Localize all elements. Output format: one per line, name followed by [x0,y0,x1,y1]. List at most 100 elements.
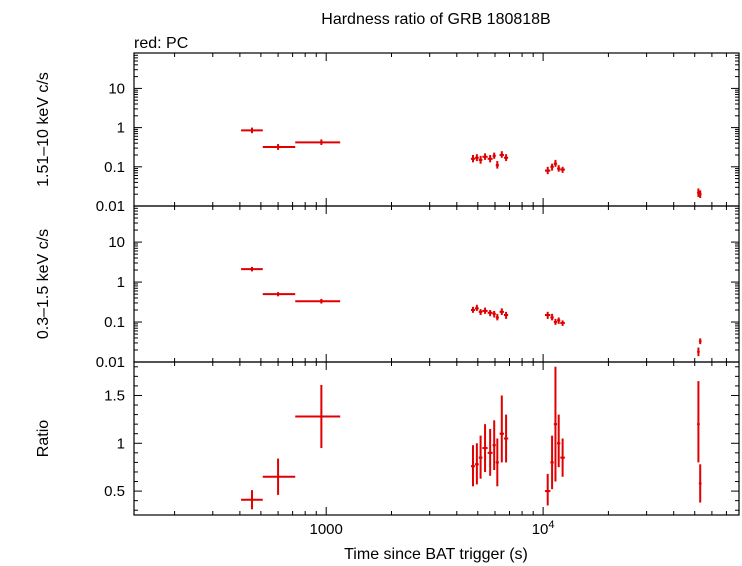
data-marker [492,312,496,316]
data-point [487,428,493,476]
data-point [470,445,475,487]
data-point [550,435,554,490]
chart-title: Hardness ratio of GRB 180818B [321,11,550,28]
data-point [697,188,700,197]
data-point [544,473,551,506]
data-marker [471,157,475,161]
data-marker [276,145,280,149]
data-marker [488,451,492,455]
x-tick-label: 104 [532,519,555,538]
data-point [262,144,296,150]
y-tick-label: 0.01 [96,354,125,371]
data-marker [483,155,487,159]
data-point [544,311,551,319]
y-tick-label: 1 [117,435,125,452]
data-marker [697,191,700,194]
data-marker [557,441,561,445]
data-point [495,313,499,321]
data-marker [276,292,280,296]
data-marker [492,443,496,447]
data-point [487,310,493,317]
data-marker [504,156,508,160]
data-point [553,318,558,325]
data-marker [471,308,475,312]
data-point [295,139,341,145]
data-marker [697,350,700,354]
data-marker [546,489,550,493]
data-point [697,347,700,357]
data-point [470,155,475,163]
data-point [492,152,496,159]
data-marker [276,475,280,479]
data-point [499,395,504,463]
data-marker [250,498,254,502]
data-marker [550,165,554,169]
data-marker [554,422,557,426]
data-marker [479,310,482,314]
data-marker [698,482,702,485]
data-point [495,438,499,487]
data-marker [319,299,323,303]
data-marker [483,446,487,450]
data-point [499,151,504,158]
data-marker [471,464,475,468]
data-marker [495,163,499,167]
y-tick-label: 1 [117,120,125,137]
data-marker [488,157,492,161]
y-axis-label: 0.3–1.5 keV c/s [35,229,52,339]
x-axis-label: Time since BAT trigger (s) [344,546,528,563]
data-marker [550,461,554,464]
data-point [262,458,296,495]
data-point [495,161,499,169]
data-marker [500,432,504,436]
data-point [503,154,509,162]
data-marker [504,437,508,440]
y-tick-label: 1.5 [104,387,125,404]
chart-subtitle: red: PC [134,35,188,52]
y-axis-label: Ratio [35,420,52,457]
data-marker [475,156,479,160]
data-point [487,155,493,163]
data-marker [475,306,479,310]
data-point [698,338,702,345]
data-point [698,464,702,503]
y-tick-label: 1 [117,274,125,291]
data-marker [698,339,702,343]
data-marker [250,128,254,132]
data-point [241,490,263,510]
data-point [241,127,263,134]
data-marker [483,309,487,313]
panel-frame [133,52,740,207]
data-point [557,414,561,468]
data-marker [561,168,565,171]
data-marker [550,316,554,319]
data-point [482,424,488,472]
plot-panels: 0.01 0.1 1 10 1.51–10 keV c/s 0.01 0.1 1 10 0.3–1… [35,52,740,538]
data-marker [557,167,561,170]
y-tick-label: 0.1 [104,314,125,331]
data-marker [479,158,482,162]
data-point [560,438,565,477]
data-point [698,190,702,198]
data-point [482,307,488,314]
data-marker [561,321,565,325]
data-marker [495,461,499,464]
data-marker [697,422,700,426]
panel-frame [133,205,740,363]
y-tick-label: 10 [108,80,125,97]
data-point [492,420,496,471]
y-tick-label: 0.01 [96,198,125,215]
data-point [295,298,341,304]
data-marker [557,318,561,322]
data-marker [500,310,504,314]
data-marker [319,140,323,144]
data-point [474,304,479,311]
data-point [499,308,504,315]
data-marker [250,267,254,271]
data-point [503,311,509,319]
panel-soft: 0.01 0.1 1 10 0.3–1.5 keV c/s [35,205,740,371]
data-point [478,155,483,164]
data-marker [504,313,508,317]
y-tick-label: 0.1 [104,159,125,176]
